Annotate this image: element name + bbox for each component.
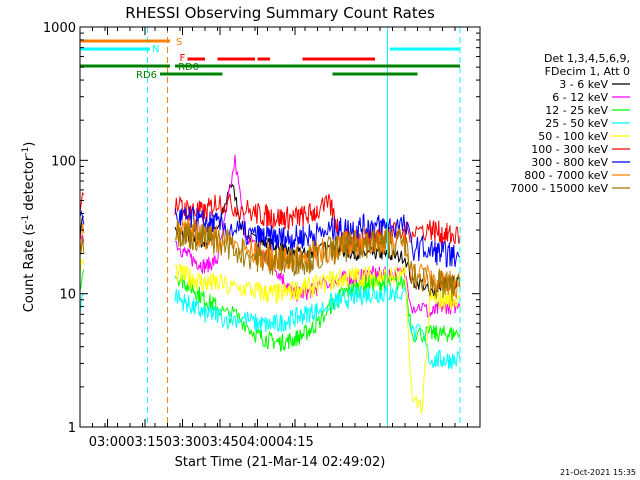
legend-entry: 7000 - 15000 keV (510, 182, 608, 195)
legend-entry: 25 - 50 keV (545, 117, 608, 130)
series-line (174, 154, 461, 318)
state-bar-label: S (176, 37, 182, 48)
state-bar-label: RD0 (178, 62, 199, 73)
legend-entry: 800 - 7000 keV (524, 169, 608, 182)
chart-title: RHESSI Observing Summary Count Rates (125, 4, 435, 22)
state-bar-label: F (180, 53, 186, 64)
y-axis-label: Count Rate (s-1 detector-1) (21, 142, 37, 313)
y-axis-label-part: -1 (21, 147, 31, 156)
y-axis-label-part: ) (22, 142, 37, 147)
series-line (79, 269, 85, 291)
series-line (79, 292, 85, 315)
x-tick-label: 03:00 (89, 435, 126, 450)
series-line (79, 259, 85, 275)
x-tick-label: 03:45 (201, 435, 238, 450)
series-line (79, 209, 85, 225)
legend-entry: 50 - 100 keV (538, 130, 608, 143)
series-line (174, 193, 461, 253)
x-tick-label: 03:30 (164, 435, 201, 450)
y-axis-ticks: 1 10 100 1000 (43, 21, 480, 436)
series-line (174, 206, 461, 268)
series-line (174, 285, 461, 370)
footer-stamp: 21-Oct-2021 15:35 (560, 468, 636, 477)
legend-entry: 100 - 300 keV (531, 143, 608, 156)
legend-entry: 6 - 12 keV (552, 91, 608, 104)
x-tick-label: 04:00 (239, 435, 276, 450)
legend-entry: 3 - 6 keV (559, 78, 608, 91)
legend-header: FDecim 1, Att 0 (545, 65, 630, 78)
legend-entry: 12 - 25 keV (545, 104, 608, 117)
x-tick-label: 04:15 (276, 435, 313, 450)
series-line (79, 191, 85, 213)
y-tick-label: 1000 (43, 21, 76, 36)
series-line (79, 223, 85, 251)
state-bar-label: RD6 (136, 70, 157, 81)
y-axis-label-part: Count Rate (s (22, 224, 37, 313)
legend-entry: 300 - 800 keV (531, 156, 608, 169)
x-axis-label: Start Time (21-Mar-14 02:49:02) (175, 455, 386, 470)
series-line (174, 219, 461, 302)
x-axis-ticks: 03:00 03:15 03:30 03:45 04:00 04:15 (79, 27, 481, 450)
marker-layer (147, 27, 461, 427)
legend-header: Det 1,3,4,5,6,9, (544, 52, 630, 65)
y-axis-label-part: detector (22, 155, 37, 215)
state-bar-label: N (152, 44, 159, 55)
y-tick-label: 1 (68, 421, 76, 436)
series-layer (79, 154, 461, 414)
y-tick-label: 100 (51, 154, 76, 169)
series-line (174, 263, 461, 414)
y-axis-label-part: -1 (21, 215, 31, 224)
x-tick-label: 03:15 (126, 435, 163, 450)
y-tick-label: 10 (59, 288, 76, 303)
legend: Det 1,3,4,5,6,9,FDecim 1, Att 03 - 6 keV… (510, 52, 630, 195)
